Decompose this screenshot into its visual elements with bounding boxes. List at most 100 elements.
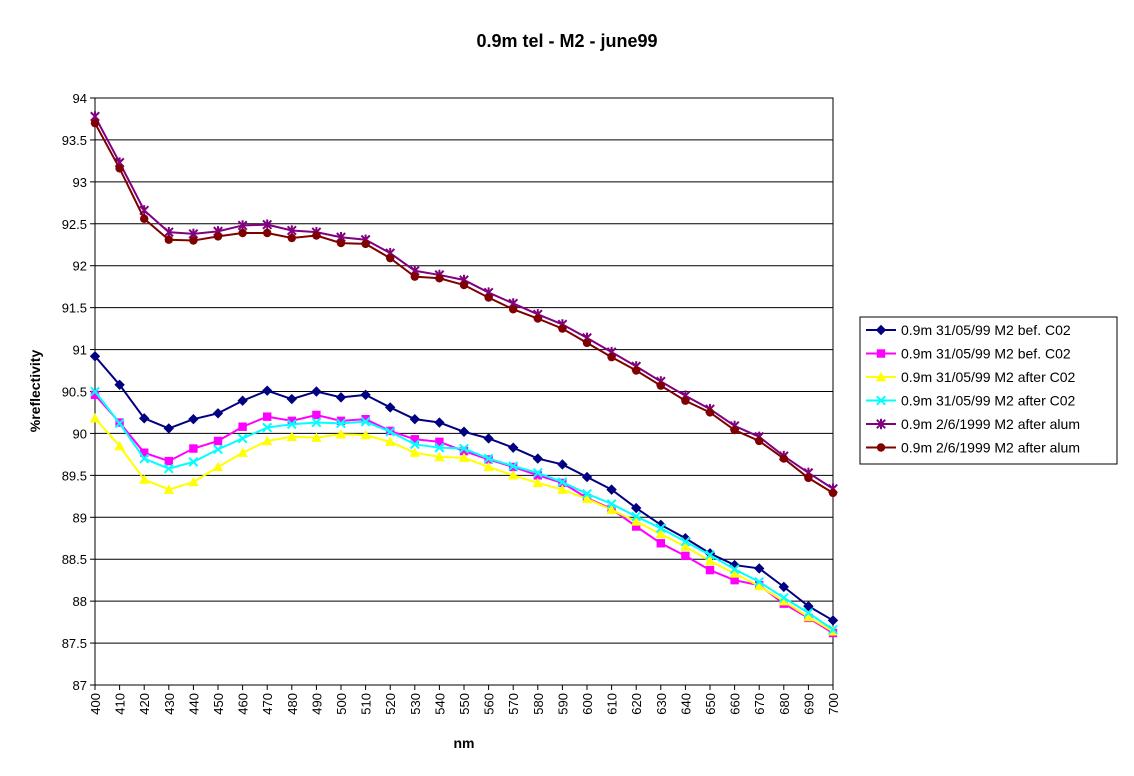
data-point [336, 238, 346, 248]
legend-label: 0.9m 31/05/99 M2 after C02 [901, 369, 1076, 385]
marker-stroke [483, 453, 494, 464]
marker-stroke [237, 433, 248, 444]
data-point [606, 498, 617, 509]
x-tick-label: 490 [309, 693, 324, 715]
data-point [287, 233, 296, 243]
data-point [532, 453, 543, 464]
data-point [680, 536, 691, 547]
data-point [189, 236, 198, 245]
legend-marker [876, 443, 886, 452]
legend-item: 0.9m 31/05/99 M2 after C02 [866, 393, 1076, 409]
marker-stroke [114, 418, 125, 429]
data-point [434, 417, 445, 428]
data-point [286, 393, 297, 405]
x-tick-label: 650 [703, 693, 718, 715]
data-point [532, 477, 543, 488]
data-point [238, 228, 247, 238]
y-tick-label: 87 [73, 678, 87, 693]
data-point [410, 435, 419, 444]
x-axis-title: nm [454, 735, 475, 751]
legend-label: 0.9m 31/05/99 M2 bef. C02 [901, 346, 1071, 362]
data-point [828, 488, 838, 498]
data-point [213, 444, 223, 455]
data-point [163, 484, 174, 494]
y-tick-label: 92.5 [62, 217, 87, 232]
x-tick-label: 430 [162, 693, 177, 715]
x-tick-label: 520 [383, 693, 398, 715]
y-tick-label: 91 [73, 343, 87, 358]
data-point [656, 381, 665, 390]
data-point [262, 385, 273, 396]
data-point [213, 232, 223, 241]
chart-title: 0.9m tel - M2 - june99 [476, 31, 657, 51]
data-point [114, 418, 125, 429]
data-point [312, 231, 321, 240]
data-point [335, 392, 347, 403]
legend-marker [876, 349, 886, 358]
marker-stroke [803, 607, 814, 618]
data-point [705, 565, 715, 575]
marker-stroke [631, 511, 642, 522]
legend-marker [875, 324, 887, 336]
series-3 [89, 413, 839, 636]
x-tick-label: 630 [654, 693, 669, 715]
data-point [459, 446, 469, 456]
data-point [458, 426, 470, 437]
marker-stroke [459, 443, 469, 454]
data-point [335, 429, 347, 439]
data-point [336, 418, 346, 429]
data-point [509, 305, 518, 314]
data-point [287, 416, 296, 426]
data-point [533, 471, 542, 480]
marker-stroke [508, 461, 519, 472]
marker-stroke [582, 488, 592, 499]
marker-stroke [434, 442, 445, 453]
y-tick-label: 87.5 [62, 636, 87, 651]
data-point [311, 432, 322, 442]
y-tick-label: 90 [73, 426, 87, 441]
x-tick-label: 410 [113, 693, 128, 715]
data-point [213, 436, 223, 446]
data-point [115, 164, 124, 173]
data-point [730, 425, 739, 435]
data-point [89, 351, 101, 362]
y-axis-title: %reflectivity [27, 350, 43, 433]
data-point [508, 461, 519, 472]
data-point [607, 352, 616, 362]
y-tick-label: 89 [73, 510, 87, 525]
data-point [311, 417, 322, 428]
data-point [631, 516, 642, 526]
data-point [164, 235, 173, 244]
x-tick-label: 640 [678, 693, 693, 715]
data-point [385, 436, 396, 447]
data-point [606, 504, 617, 514]
data-point [508, 470, 519, 480]
data-point [582, 338, 592, 348]
data-point [557, 484, 568, 494]
data-point [558, 324, 567, 333]
plot-area: 87 87.5 88 88.5 89 89.5 90 90.5 91 91.5 92 92.5 93 93… [62, 91, 841, 715]
x-tick-label: 590 [555, 693, 570, 715]
data-point [262, 435, 273, 446]
data-point [581, 471, 593, 483]
data-point [655, 519, 666, 531]
data-point [804, 473, 813, 483]
x-tick-label: 500 [334, 693, 349, 715]
marker-stroke [213, 444, 223, 455]
legend: 0.9m 31/05/99 M2 bef. C02 0.9m 31/05/99 M… [859, 316, 1118, 465]
data-point [729, 568, 740, 578]
data-point [557, 459, 568, 470]
legend-item: 0.9m 31/05/99 M2 bef. C02 [866, 322, 1071, 338]
data-point [755, 436, 764, 446]
marker-stroke [163, 463, 174, 474]
legend-label: 0.9m 2/6/1999 M2 after alum [901, 416, 1080, 432]
data-point [632, 366, 641, 375]
x-tick-label: 460 [236, 693, 251, 715]
data-point [139, 474, 150, 484]
marker-stroke [409, 439, 420, 450]
data-point [459, 443, 469, 454]
x-tick-label: 440 [186, 693, 201, 715]
marker-stroke [828, 624, 838, 635]
data-point [483, 453, 494, 464]
marker-stroke [655, 523, 666, 534]
